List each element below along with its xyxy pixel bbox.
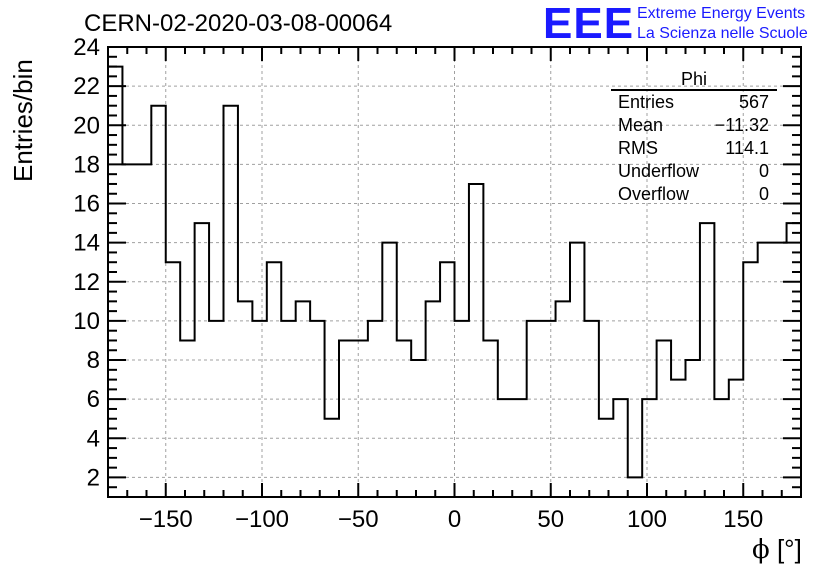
y-tick-label: 20 [73,112,100,139]
histogram-bin [642,399,656,497]
x-tick-label: −100 [235,506,289,533]
histogram-bin [224,106,238,497]
histogram-bin [483,340,497,497]
stats-row-rms: RMS 114.1 [611,137,777,160]
histogram-bin [743,262,757,497]
stats-label: Underflow [618,161,700,181]
x-tick-label: 150 [723,506,763,533]
histogram-bin [584,321,598,497]
histogram-bin [426,301,440,497]
histogram-bin [541,321,555,497]
stats-value: 567 [738,92,769,112]
histogram-bin [310,321,324,497]
histogram-bin [556,301,570,497]
x-tick-label: 100 [627,506,667,533]
histogram-bin [700,223,714,497]
histogram-bin [599,419,613,497]
logo-caption-line2: La Scienza nelle Scuole [637,25,808,42]
stats-value: 0 [758,161,769,181]
histogram-outline [107,65,802,497]
logo-caption: Extreme Energy Events La Scienza nelle S… [637,4,808,44]
histogram-bin [281,321,295,497]
histogram-bin [570,243,584,497]
histogram-bin [714,399,728,497]
stats-row-overflow: Overflow 0 [611,183,777,206]
histogram-bin [512,399,526,497]
stats-label: Overflow [618,184,690,204]
y-tick-label: 2 [87,464,100,491]
histogram-bin [628,477,642,497]
stats-label: RMS [618,138,658,158]
histogram-bin [353,340,367,497]
y-tick-label: 24 [73,34,100,61]
y-tick-label: 22 [73,73,100,100]
histogram-bin [657,340,671,497]
histogram-bin [440,262,454,497]
histogram-series [107,65,802,497]
y-tick-label: 12 [73,269,100,296]
stats-title: Phi [611,70,777,91]
x-tick-label: 0 [448,506,461,533]
histogram-bin [195,223,209,497]
histogram-bin [613,399,627,497]
y-tick-label: 16 [73,191,100,218]
histogram-bin [729,380,743,497]
histogram-bin [397,340,411,497]
histogram-bin [267,262,281,497]
histogram-bin [122,164,136,497]
histogram-bin [527,321,541,497]
histogram-bin [166,262,180,497]
y-tick-label: 8 [87,347,100,374]
x-tick-label: −150 [139,506,193,533]
stats-value: 0 [758,184,769,204]
y-axis-label: Entries/bin [8,59,38,182]
histogram-bin [151,106,165,497]
histogram-bin [382,243,396,497]
histogram-bin [455,321,469,497]
histogram-bin [686,360,700,497]
y-tick-label: 6 [87,386,100,413]
logo-caption-line1: Extreme Energy Events [637,5,806,22]
x-axis-symbol: ϕ [752,535,770,565]
histogram-bin [339,340,353,497]
x-tick-label: −50 [338,506,379,533]
y-tick-label: 10 [73,308,100,335]
stats-row-entries: Entries 567 [611,91,777,114]
histogram-bin [411,360,425,497]
histogram-bin [209,321,223,497]
y-tick-label: 4 [87,425,100,452]
axis-ticks [108,46,801,498]
stats-value: 114.1 [725,138,769,158]
stats-label: Entries [618,92,675,112]
x-tick-label: 50 [537,506,564,533]
histogram-bin [137,164,151,497]
histogram-bin [296,301,310,497]
histogram-bin [758,243,772,497]
histogram-bin [252,321,266,497]
stats-box: Phi Entries 567 Mean −11.32 RMS 114.1 Un… [611,70,777,206]
histogram-bin [238,301,252,497]
histogram-bin [180,340,194,497]
histogram-bin [325,419,339,497]
eee-logo: EEE [543,0,635,48]
y-tick-label: 18 [73,151,100,178]
stats-label: Mean [618,115,664,135]
histogram-bin [368,321,382,497]
y-tick-label: 14 [73,230,100,257]
chart-title: CERN-02-2020-03-08-00064 [84,10,393,37]
histogram-bin [469,184,483,497]
histogram-bin [671,380,685,497]
x-axis-unit: [°] [769,534,802,564]
stats-value: −11.32 [714,115,769,135]
stats-row-underflow: Underflow 0 [611,160,777,183]
histogram-bin [498,399,512,497]
stats-row-mean: Mean −11.32 [611,114,777,137]
x-axis-label: ϕ [°] [752,534,802,565]
